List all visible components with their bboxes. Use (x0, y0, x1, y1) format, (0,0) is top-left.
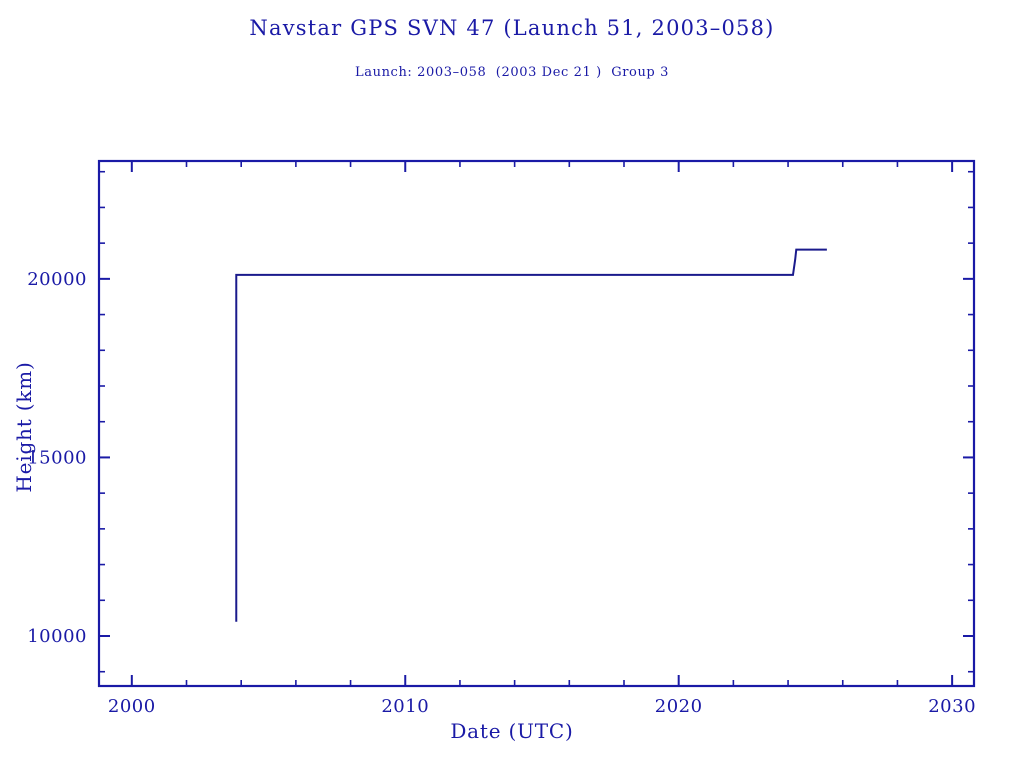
y-axis-label: Height (km) (12, 361, 36, 493)
svg-text:15000: 15000 (27, 447, 87, 468)
data-series-line (235, 248, 827, 622)
svg-text:2010: 2010 (381, 696, 429, 717)
page-title: Navstar GPS SVN 47 (Launch 51, 2003–058) (249, 16, 775, 40)
axis-tick-labels: 2000 2010 2020 2030 10000 15000 20000 (27, 269, 976, 717)
svg-text:20000: 20000 (27, 269, 87, 290)
svg-text:10000: 10000 (27, 626, 87, 647)
svg-text:2030: 2030 (928, 696, 976, 717)
x-axis-label: Date (UTC) (450, 719, 574, 743)
svg-text:2020: 2020 (655, 696, 703, 717)
axis-ticks (99, 161, 974, 686)
axes-frame (97, 159, 976, 688)
svg-text:2000: 2000 (108, 696, 156, 717)
chart-subtitle: Launch: 2003–058 (2003 Dec 21 ) Group 3 (355, 65, 669, 80)
